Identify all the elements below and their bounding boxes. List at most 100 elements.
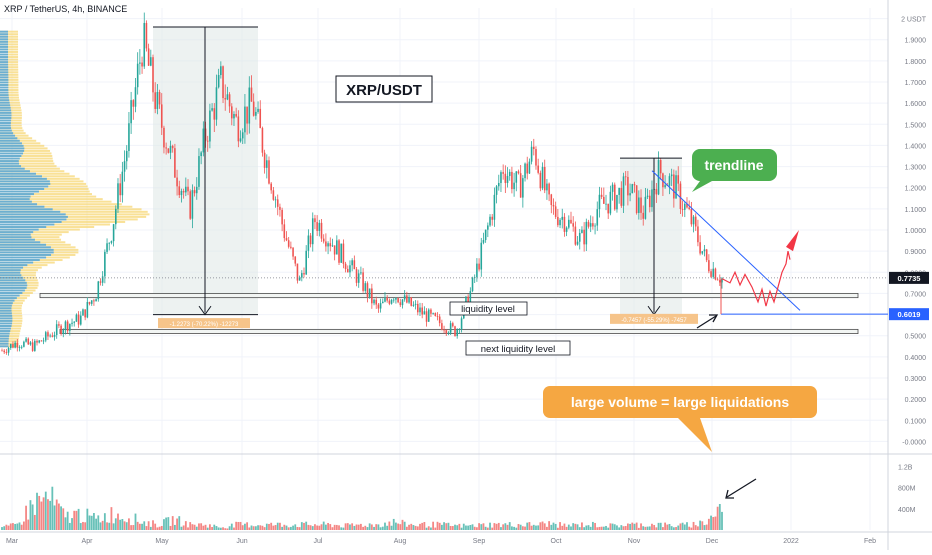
volume-profile-bar bbox=[0, 241, 41, 244]
volume-profile-bar bbox=[0, 157, 53, 160]
volume-bar bbox=[292, 525, 294, 530]
volume-bar bbox=[395, 522, 397, 530]
candle-body bbox=[539, 172, 542, 189]
volume-profile-bar bbox=[0, 134, 16, 137]
volume-bar bbox=[449, 525, 452, 530]
volume-profile-bar bbox=[0, 309, 12, 312]
candle-body bbox=[465, 296, 467, 305]
candle-body bbox=[681, 209, 684, 210]
candle-body bbox=[150, 57, 152, 66]
candle-body bbox=[71, 322, 73, 324]
volume-bar bbox=[163, 519, 165, 530]
volume-profile-bar bbox=[0, 317, 13, 320]
volume-bar bbox=[250, 525, 253, 530]
candle-body bbox=[535, 149, 537, 166]
candle-body bbox=[506, 175, 509, 183]
volume-bar bbox=[180, 526, 183, 530]
candle-body bbox=[167, 148, 170, 153]
volume-pointer-arrow bbox=[726, 478, 757, 498]
volume-profile-bar bbox=[0, 78, 9, 81]
candle-body bbox=[187, 186, 189, 192]
candle-body bbox=[456, 329, 458, 336]
volume-bar bbox=[117, 513, 119, 530]
volume-bar bbox=[55, 499, 58, 530]
volume-profile-bar bbox=[0, 205, 133, 208]
candle-body bbox=[552, 205, 555, 207]
volume-profile-bar bbox=[0, 220, 126, 223]
volume-bar bbox=[443, 522, 445, 530]
volume-bar bbox=[123, 521, 126, 530]
volume-bar bbox=[567, 524, 570, 530]
candle-body bbox=[515, 171, 518, 183]
candle-body bbox=[145, 22, 148, 49]
volume-profile-bar bbox=[0, 332, 10, 335]
candle-body bbox=[414, 303, 417, 305]
volume-bar bbox=[364, 525, 367, 530]
volume-bar bbox=[408, 524, 410, 530]
liquidity-label: liquidity level bbox=[461, 304, 515, 315]
candle-body bbox=[226, 94, 229, 100]
volume-bar bbox=[480, 524, 483, 530]
y-tick-label: -0.0000 bbox=[902, 439, 926, 446]
volume-profile-bar bbox=[0, 43, 19, 46]
volume-bar bbox=[270, 522, 273, 530]
volume-bar bbox=[121, 519, 124, 530]
volume-bar bbox=[9, 523, 12, 530]
volume-bar bbox=[261, 525, 264, 530]
volume-profile-bar bbox=[0, 50, 19, 53]
candle-body bbox=[18, 347, 21, 348]
volume-profile-bar bbox=[0, 228, 80, 231]
volume-bar bbox=[515, 527, 518, 530]
volume-bar bbox=[18, 522, 21, 530]
volume-bar bbox=[484, 526, 487, 530]
candle-body bbox=[292, 247, 294, 257]
volume-bar bbox=[548, 521, 551, 530]
volume-bar bbox=[193, 524, 196, 530]
volume-profile-bar bbox=[0, 314, 13, 317]
candle-body bbox=[322, 238, 325, 242]
volume-bar bbox=[721, 511, 723, 530]
volume-bar bbox=[447, 522, 450, 530]
volume-profile-bar bbox=[0, 139, 20, 142]
volume-bar bbox=[125, 522, 128, 530]
volume-bar bbox=[27, 519, 30, 530]
candle-body bbox=[714, 268, 717, 280]
volume-bar bbox=[475, 527, 478, 530]
candle-body bbox=[228, 94, 231, 107]
candle-body bbox=[471, 277, 474, 292]
candle-body bbox=[508, 171, 511, 176]
volume-profile-bar bbox=[0, 299, 15, 302]
candle-body bbox=[309, 235, 312, 245]
candle-body bbox=[342, 243, 345, 264]
volume-bar bbox=[412, 525, 415, 530]
candle-body bbox=[44, 332, 47, 341]
candle-body bbox=[193, 190, 196, 194]
volume-profile-bar bbox=[0, 61, 19, 64]
volume-bar bbox=[616, 525, 618, 530]
volume-profile-bar bbox=[0, 48, 19, 51]
current-price-tag bbox=[889, 271, 929, 284]
candle-body bbox=[73, 321, 76, 323]
volume-profile-bar bbox=[0, 248, 54, 251]
volume-profile-bar bbox=[0, 190, 90, 193]
candle-body bbox=[493, 194, 496, 220]
candle-body bbox=[301, 273, 303, 278]
volume-bar bbox=[86, 508, 89, 530]
x-tick-label: Sep bbox=[473, 538, 486, 545]
volume-profile-bar bbox=[0, 127, 12, 130]
candle-body bbox=[607, 203, 610, 214]
volume-profile-bar bbox=[0, 104, 21, 107]
candle-body bbox=[344, 263, 347, 269]
candle-body bbox=[699, 242, 701, 254]
volume-profile-bar bbox=[0, 91, 19, 94]
volume-bar bbox=[40, 501, 43, 530]
candle-body bbox=[119, 183, 121, 196]
candle-body bbox=[250, 87, 253, 102]
candle-body bbox=[668, 176, 671, 186]
volume-bar bbox=[574, 523, 577, 530]
candle-body bbox=[530, 146, 533, 162]
volume-profile-bar bbox=[0, 266, 24, 269]
candle-body bbox=[683, 203, 686, 210]
